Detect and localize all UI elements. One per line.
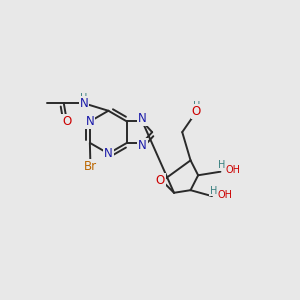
Text: O: O [62, 115, 71, 128]
Text: H: H [80, 93, 88, 103]
Text: Br: Br [84, 160, 97, 172]
Text: N: N [138, 139, 147, 152]
Text: N: N [80, 97, 88, 110]
Text: N: N [104, 147, 113, 160]
Text: N: N [138, 112, 147, 125]
Text: O: O [192, 105, 201, 118]
Text: H: H [210, 186, 217, 196]
Text: H: H [218, 160, 226, 170]
Text: OH: OH [226, 165, 241, 175]
Text: O: O [156, 174, 165, 187]
Text: OH: OH [217, 190, 232, 200]
Text: N: N [85, 115, 94, 128]
Text: H: H [194, 101, 201, 111]
